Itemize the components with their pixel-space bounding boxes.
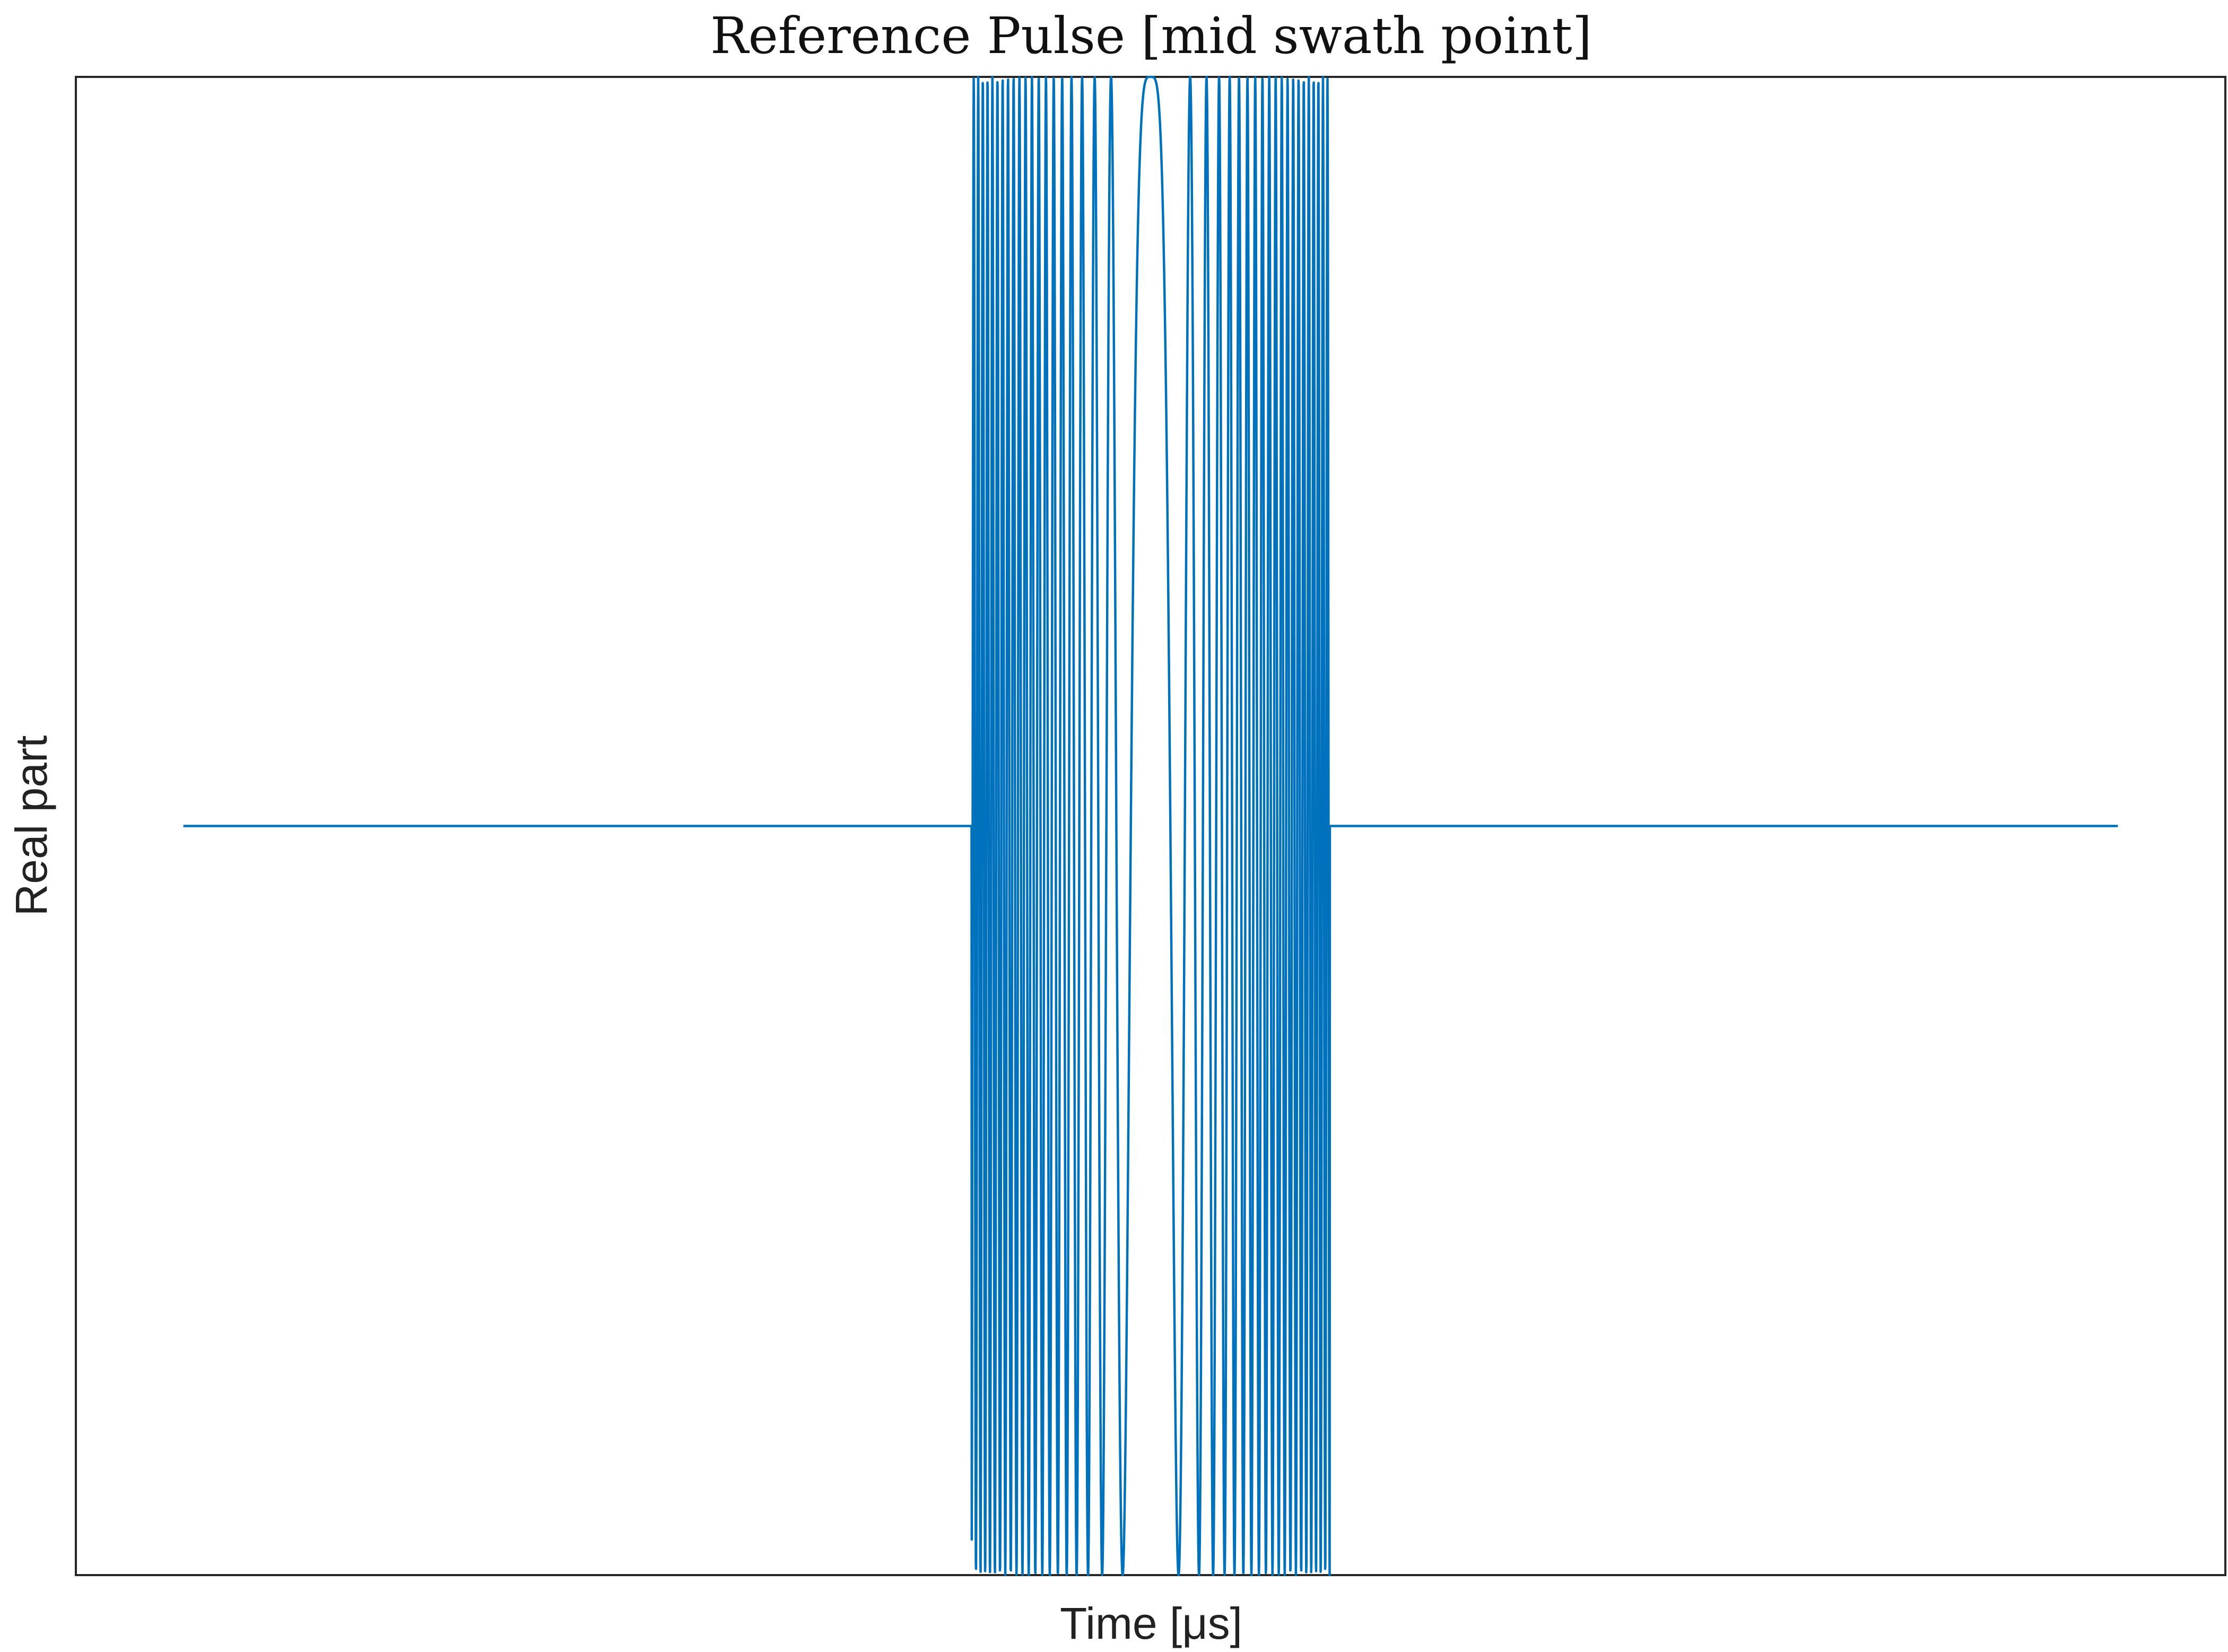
series-line-real-part	[182, 75, 2119, 1577]
plot-area	[182, 75, 2119, 1577]
y-axis-label: Real part	[6, 736, 56, 916]
chart-title: Reference Pulse [mid swath point]	[710, 7, 1592, 65]
x-axis-label: Time [μs]	[1060, 1598, 1242, 1648]
